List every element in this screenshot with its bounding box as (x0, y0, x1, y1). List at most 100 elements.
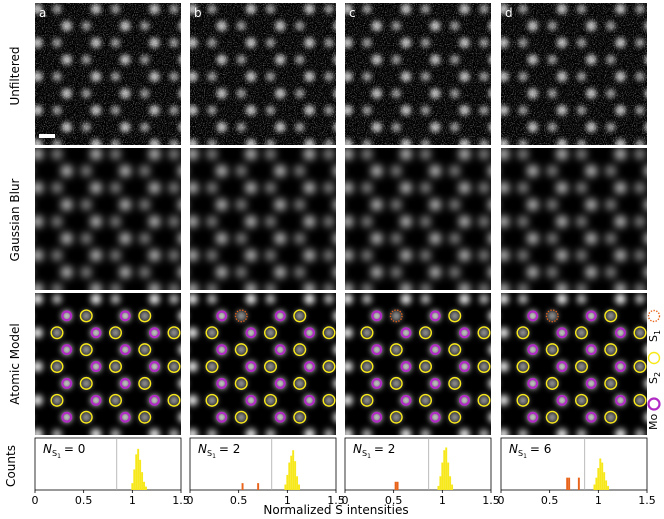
histogram-bar (595, 477, 598, 490)
histogram-bar (607, 485, 610, 490)
s2-site (477, 326, 491, 340)
histogram-frame (500, 437, 648, 491)
s2-site (264, 360, 278, 374)
histogram-bar (298, 484, 300, 490)
histogram-bar (286, 474, 289, 490)
x-tick-label: 1.5 (638, 494, 656, 507)
s2-site (234, 343, 248, 357)
mo-site (119, 310, 131, 322)
mo-site (556, 394, 568, 406)
s2-site (633, 393, 647, 407)
histogram-frame (34, 437, 182, 491)
histogram-b: 0 0.5 1 1.5 NS1= 2 (187, 437, 345, 507)
s2-site (477, 393, 491, 407)
s2-site (448, 343, 462, 357)
mo-site (245, 327, 257, 339)
mo-site (429, 377, 441, 389)
mo-site (556, 361, 568, 373)
histogram-d: 0 0.5 1 1.5 NS1= 6 (498, 437, 656, 507)
mo-site (429, 310, 441, 322)
histogram-bar (443, 450, 446, 490)
ns1-label: NS1= 0 (43, 442, 85, 460)
mo-site (527, 411, 539, 423)
s2-site (293, 410, 307, 424)
panel-unfiltered-b (190, 3, 336, 145)
s2-site (50, 326, 64, 340)
panel-unfiltered-d (501, 3, 647, 145)
mo-site (585, 377, 597, 389)
s2-site (50, 360, 64, 374)
row-label-gaussian: Gaussian Blur (8, 178, 22, 261)
x-tick-label: 0.5 (385, 494, 403, 507)
x-tick-label: 0 (342, 494, 349, 507)
mo-site (614, 394, 626, 406)
histogram-bar (445, 447, 448, 490)
s2-site (448, 309, 462, 323)
s2-site (79, 343, 93, 357)
histogram-bar (137, 448, 140, 490)
legend-swatch (647, 309, 661, 323)
x-tick-label: 1 (595, 494, 602, 507)
panel-gaussian-b (190, 148, 336, 290)
panel-atomic-c (345, 293, 491, 435)
mo-site (585, 411, 597, 423)
mo-site (400, 394, 412, 406)
histogram-bar (133, 469, 136, 490)
histogram-bar (451, 484, 454, 490)
s2-site (604, 376, 618, 390)
atomic-overlay-d (516, 309, 647, 424)
mo-site (61, 310, 73, 322)
ns1-label: NS1= 6 (509, 442, 551, 460)
mo-site (216, 411, 228, 423)
mo-site (61, 411, 73, 423)
histogram-bar (144, 486, 147, 490)
mo-site (527, 344, 539, 356)
legend: S1 S2 Mo (647, 309, 662, 430)
s2-site (633, 360, 647, 374)
s2-site (205, 360, 219, 374)
mo-site (614, 361, 626, 373)
mo-site (556, 327, 568, 339)
mo-site (149, 361, 161, 373)
x-tick-label: 1 (284, 494, 291, 507)
histogram-bar (568, 477, 571, 490)
x-tick-label: 1.5 (327, 494, 345, 507)
atomic-overlay-c (360, 309, 491, 424)
s1-site (545, 309, 559, 323)
s2-site (167, 393, 181, 407)
s2-site (448, 410, 462, 424)
s2-site (419, 326, 433, 340)
histogram-bar (135, 454, 138, 490)
mo-site (274, 411, 286, 423)
hist-xlabel: Normalized S intensities (263, 503, 408, 517)
scale-bar (39, 134, 55, 138)
s2-site (419, 393, 433, 407)
histogram-bar (143, 481, 145, 490)
histogram-bar (447, 462, 450, 490)
panel-gaussian-d (501, 148, 647, 290)
legend-item-mo: Mo (647, 397, 661, 430)
s2-site (419, 360, 433, 374)
panel-letter-c: c (349, 6, 356, 20)
histogram-bar (290, 455, 293, 490)
histogram-bar (257, 483, 260, 490)
s2-site (545, 343, 559, 357)
histogram-bar (593, 484, 596, 490)
atomic-overlay-a (50, 309, 181, 424)
histogram-bar (296, 476, 299, 490)
s2-site (575, 360, 589, 374)
s2-site (389, 376, 403, 390)
s2-site (167, 326, 181, 340)
histogram-bar (396, 481, 399, 490)
row-labels: Unfiltered Gaussian Blur Atomic Model Co… (4, 46, 22, 486)
x-tick-label: 1.5 (172, 494, 190, 507)
histogram-bar (139, 459, 142, 490)
panel-unfiltered-a (35, 3, 181, 145)
histogram-bar (294, 461, 297, 490)
legend-item-s2: S2 (647, 351, 662, 384)
ns1-label: NS1= 2 (198, 442, 240, 460)
s2-site (234, 410, 248, 424)
histogram-bar (603, 472, 606, 490)
panel-letter-d: d (505, 6, 513, 20)
x-tick-label: 0 (498, 494, 505, 507)
